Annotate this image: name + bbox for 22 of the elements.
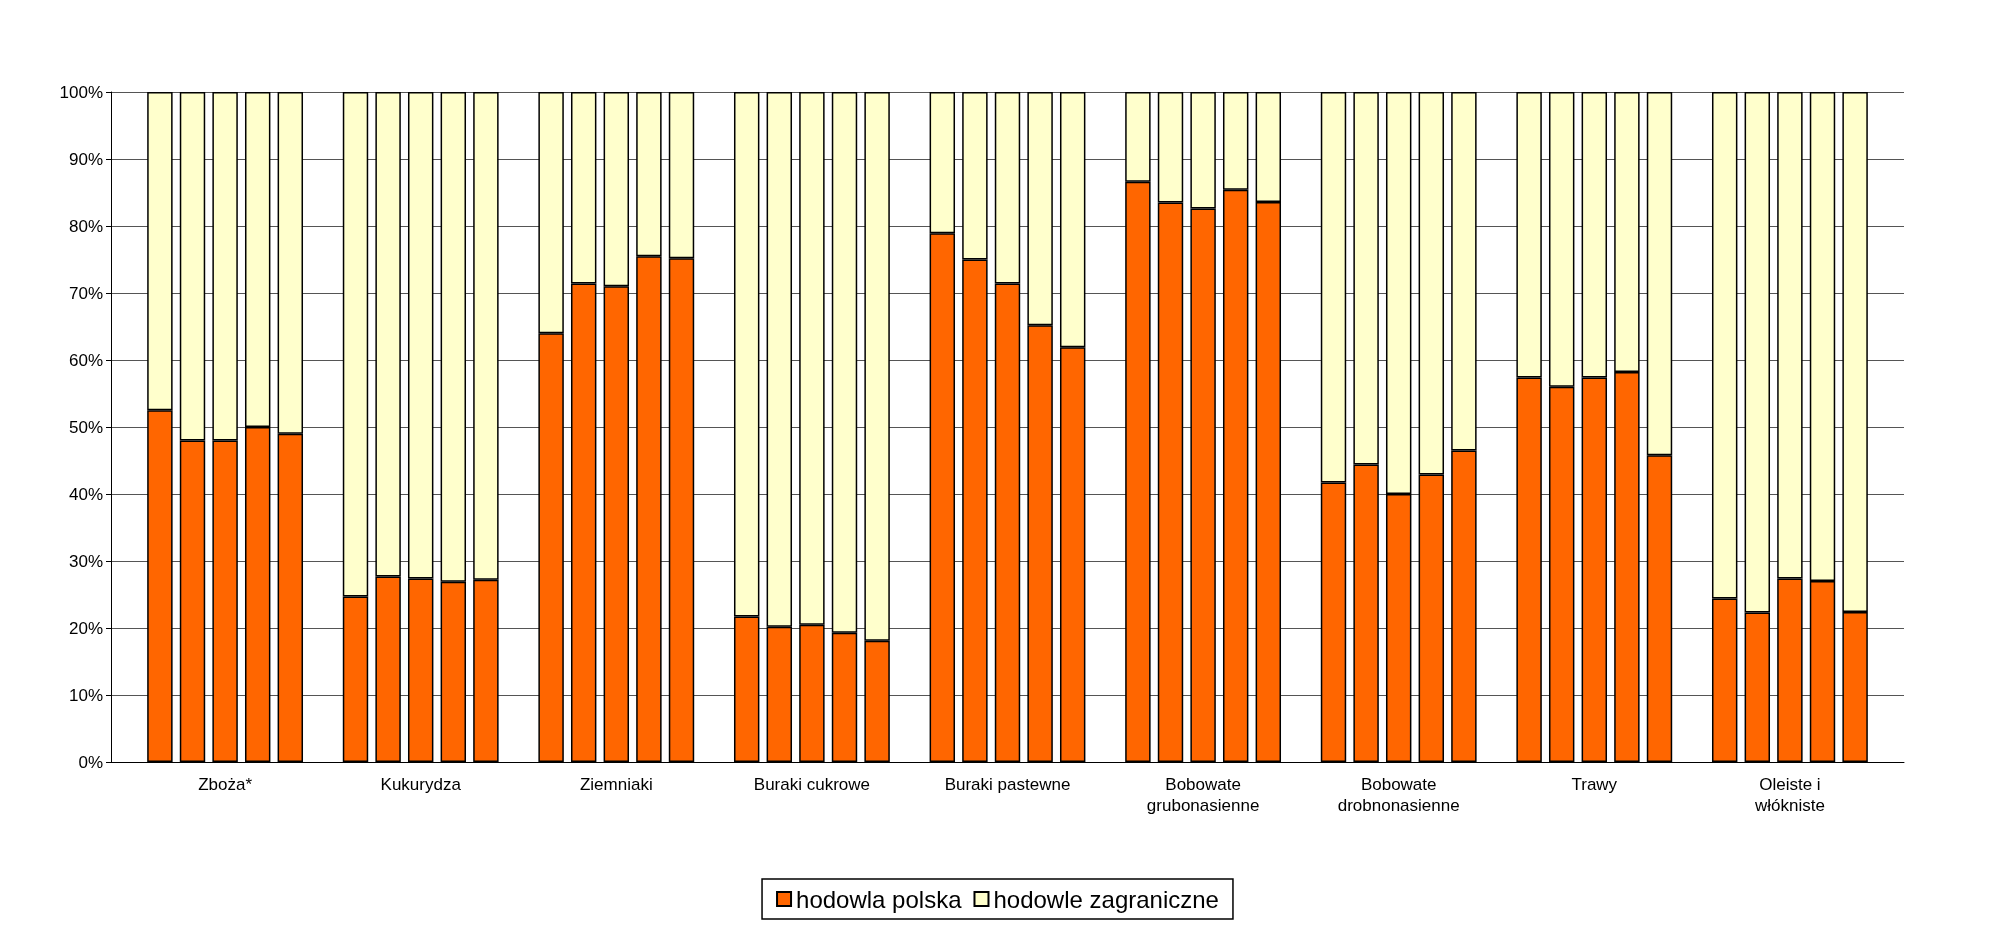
- y-tick-label: 70%: [68, 283, 103, 303]
- y-tick-label: 10%: [68, 685, 103, 705]
- x-tick-label: Oleiste i włókniste: [1753, 775, 1825, 815]
- y-tick-label: 40%: [68, 484, 103, 504]
- y-tick-label: 90%: [68, 149, 103, 169]
- x-tick-label: Buraki pastewne: [944, 775, 1071, 794]
- y-tick-label: 100%: [59, 82, 103, 102]
- x-tick-label: Zboża*: [198, 775, 253, 794]
- x-tick-label: Kukurydza: [380, 775, 462, 794]
- y-tick-label: 80%: [68, 216, 103, 236]
- y-tick-label: 0%: [78, 752, 103, 772]
- x-tick-label: Bobowate drobnonasienne: [1337, 775, 1460, 815]
- x-tick-label: Trawy: [1571, 775, 1618, 794]
- legend-label: hodowle zagraniczne: [993, 885, 1219, 913]
- legend-label: hodowla polska: [796, 885, 963, 913]
- y-tick-label: 50%: [68, 417, 103, 437]
- y-tick-label: 30%: [68, 551, 103, 571]
- x-tick-label: Ziemniaki: [579, 775, 653, 794]
- x-tick-label: Buraki cukrowe: [753, 775, 871, 794]
- y-tick-label: 60%: [68, 350, 103, 370]
- x-tick-label: Bobowate grubonasienne: [1146, 775, 1260, 815]
- y-tick-label: 20%: [68, 618, 103, 638]
